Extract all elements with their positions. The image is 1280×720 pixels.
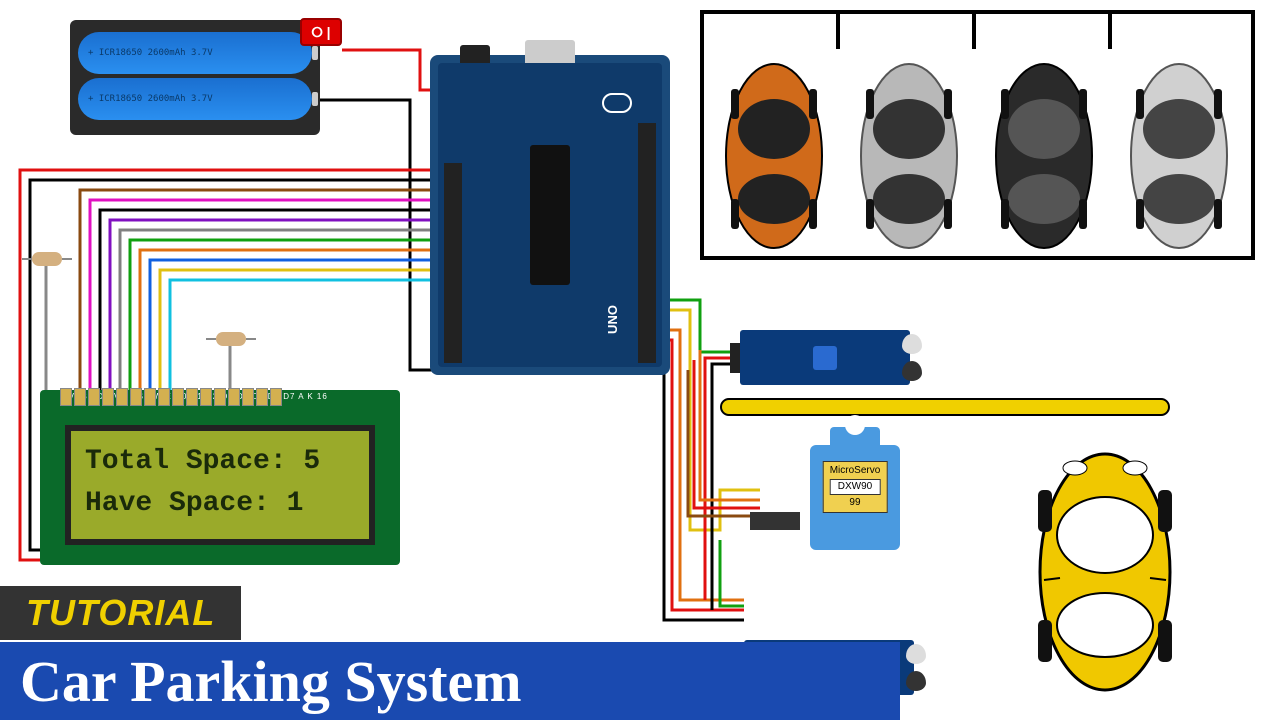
battery-holder: + ICR18650 2600mAh 3.7V + ICR18650 2600m… [70, 20, 320, 135]
analog-header [444, 163, 462, 363]
board-name: UNO [605, 305, 620, 334]
digital-header [638, 123, 656, 363]
resistor-1 [22, 252, 72, 266]
servo-motor: MicroServo DXW90 99 [810, 445, 900, 550]
diagram-canvas: + ICR18650 2600mAh 3.7V + ICR18650 2600m… [0, 0, 1280, 720]
parking-lot [700, 10, 1255, 260]
servo-connector [750, 512, 800, 530]
parked-car-3 [989, 59, 1099, 254]
tutorial-text: TUTORIAL [26, 592, 215, 633]
lcd-line2: Have Space: 1 [85, 483, 355, 525]
parked-car-4 [1124, 59, 1234, 254]
servo-label: MicroServo DXW90 99 [823, 461, 888, 513]
tutorial-badge: TUTORIAL [0, 586, 241, 640]
arduino-uno: UNO [430, 55, 670, 375]
slot-divider [836, 14, 840, 49]
parked-car-1 [719, 59, 829, 254]
atmega-chip [530, 145, 570, 285]
lcd-line1: Total Space: 5 [85, 441, 355, 483]
battery-cell-1: + ICR18650 2600mAh 3.7V [78, 32, 312, 74]
switch-glyph: ⭘ | [311, 24, 330, 41]
power-switch[interactable]: ⭘ | [300, 18, 342, 46]
battery-cell-2: + ICR18650 2600mAh 3.7V [78, 78, 312, 120]
gate-barrier [720, 398, 1170, 416]
lcd-screen: Total Space: 5 Have Space: 1 [65, 425, 375, 545]
parked-car-2 [854, 59, 964, 254]
resistor-2 [206, 332, 256, 346]
ir-sensor-entry [740, 330, 910, 385]
slot-divider [972, 14, 976, 49]
arduino-logo-icon [602, 93, 632, 113]
battery-label: + ICR18650 2600mAh 3.7V [88, 94, 213, 104]
slot-divider [1108, 14, 1112, 49]
lcd-pin-header [60, 388, 320, 406]
battery-label: + ICR18650 2600mAh 3.7V [88, 48, 213, 58]
waiting-car [1030, 450, 1180, 695]
title-text: Car Parking System [20, 648, 522, 715]
title-bar: Car Parking System [0, 642, 900, 720]
lcd-16x2: 1 VSS VDD VO RS RW E D0 D1 D2 D3 D4 D5 D… [40, 390, 400, 565]
